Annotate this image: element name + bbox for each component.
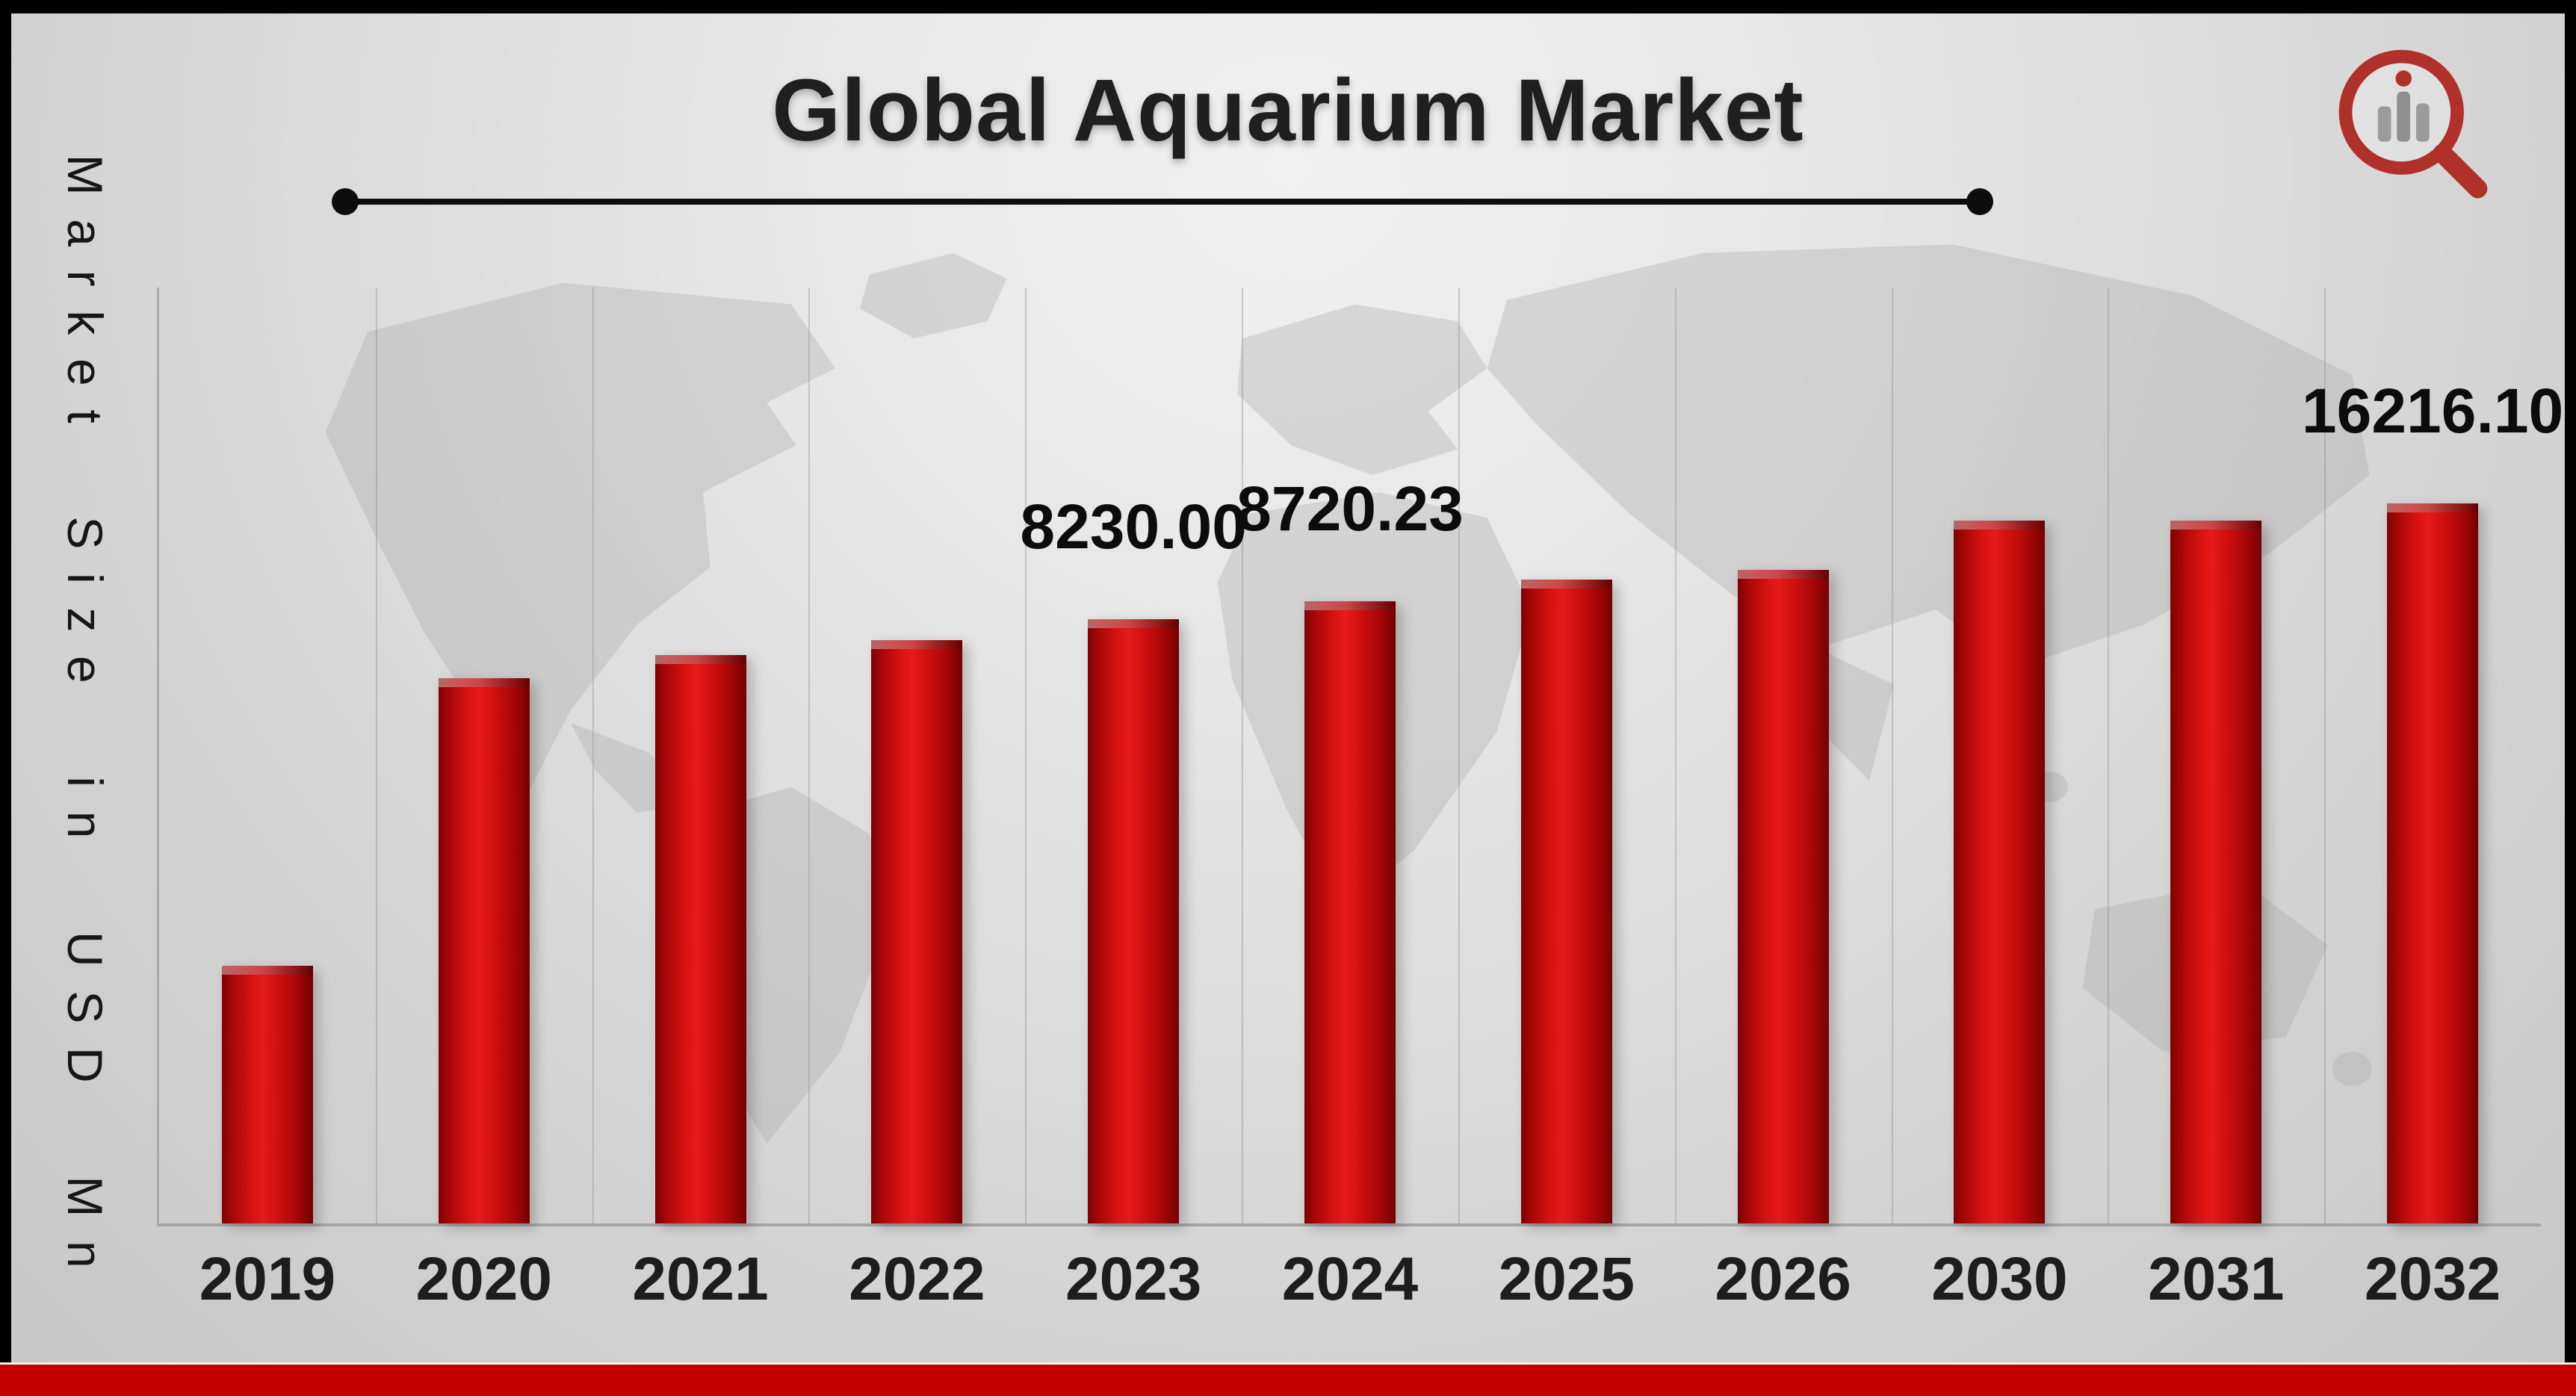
x-tick-label-2019: 2019 [199,1245,336,1313]
x-tick-label-2025: 2025 [1498,1245,1635,1313]
top-black-strip [0,0,2576,13]
x-tick-label-2031: 2031 [2148,1245,2285,1313]
gridline [1674,288,1676,1223]
gridline [2324,288,2326,1223]
x-tick-label-2023: 2023 [1065,1245,1202,1313]
bar-value-label-2024: 8720.23 [1236,473,1464,544]
gridline [1242,288,1244,1223]
bar-slot-2020: 2020 [376,288,592,1313]
gridline [2108,288,2110,1223]
gridline [808,288,811,1223]
bar-2019 [221,966,313,1223]
bar-value-label-2023: 8230.00 [1020,491,1247,562]
bar-2020 [438,677,530,1223]
bar-2023 [1088,618,1180,1223]
bar-2025 [1520,579,1612,1223]
bar-slot-2024: 8720.23 2024 [1236,288,1464,1313]
bar-slot-2022: 2022 [808,288,1025,1313]
x-tick-label-2026: 2026 [1715,1245,1851,1313]
x-tick-label-2030: 2030 [1931,1245,2068,1313]
bar-slot-2021: 2021 [592,288,809,1313]
bar-2032 [2387,503,2479,1223]
x-tick-label-2024: 2024 [1281,1245,1419,1313]
right-black-strip [2565,0,2576,1396]
bar-2022 [871,640,963,1223]
bar-slot-2025: 2025 [1458,288,1675,1313]
bar-2030 [1954,521,2046,1223]
bar-2026 [1737,570,1829,1223]
x-tick-label-2032: 2032 [2364,1245,2501,1313]
gridline [1025,288,1027,1223]
y-axis-label: Market Size in USD Mn [58,154,113,1292]
bar-slot-2026: 2026 [1675,288,1892,1313]
bar-2031 [2170,521,2262,1223]
page-title: Global Aquarium Market [772,61,1804,160]
gridline [1458,288,1460,1223]
x-tick-label-2022: 2022 [849,1245,985,1313]
bar-slot-2032: 16216.10 2032 [2302,288,2563,1313]
title-underline-rule [332,188,1993,215]
plot-area: 2019 2020 2021 2022 8230.00 2023 8720.23 2024 20… [157,288,2563,1313]
bar-slot-2030: 2030 [1892,288,2108,1313]
bar-value-label-2032: 16216.10 [2301,376,2564,447]
x-tick-label-2021: 2021 [632,1245,769,1313]
bar-2021 [654,655,746,1223]
gridline [592,288,594,1223]
bar-slot-2019: 2019 [159,288,376,1313]
x-tick-label-2020: 2020 [415,1245,552,1313]
magnifier-bar-chart-logo-icon [2338,49,2488,199]
bar-2024 [1304,601,1396,1223]
bottom-red-strip [0,1362,2576,1396]
gridline [375,288,377,1223]
gridline [1891,288,1893,1223]
bar-slot-2031: 2031 [2108,288,2324,1313]
left-black-strip [0,0,11,1396]
bar-slot-2023: 8230.00 2023 [1020,288,1247,1313]
